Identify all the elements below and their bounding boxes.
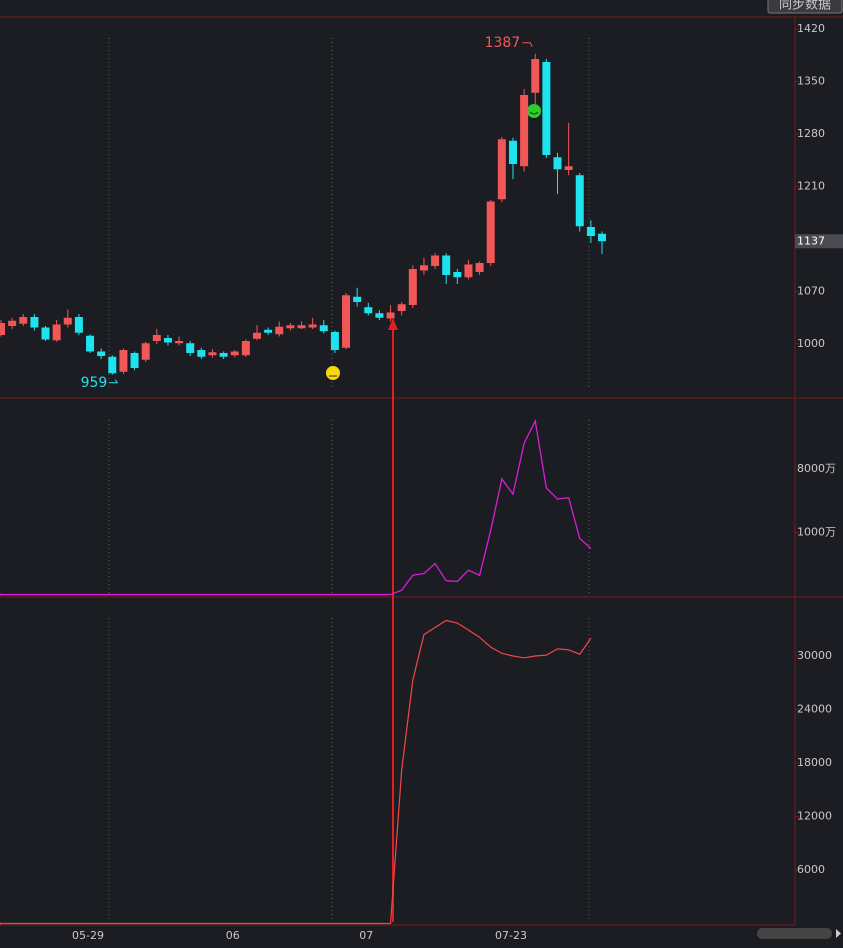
candle-body (408, 269, 417, 305)
y-tick-label: 1070 (797, 285, 825, 298)
candle-body (252, 332, 261, 339)
scroll-right[interactable] (836, 929, 841, 938)
candle-body (442, 255, 451, 275)
candle-body (74, 317, 83, 333)
candle-body (63, 317, 72, 325)
candle-body (186, 343, 195, 353)
candle-body (264, 329, 273, 333)
candle-body (241, 341, 250, 356)
candle-body (342, 295, 351, 348)
candle-body (208, 352, 217, 356)
candle-body (397, 304, 406, 311)
candle-body (531, 59, 540, 93)
x-tick-label: 07-23 (495, 929, 527, 942)
candle-body (130, 353, 139, 368)
candle-body (219, 353, 228, 357)
scrollbar[interactable] (757, 928, 832, 939)
y-tick-label: 24000 (797, 703, 832, 716)
candle-body (297, 325, 306, 329)
candle-body (97, 351, 106, 356)
last-price-box (795, 234, 843, 249)
candle-body (108, 356, 117, 374)
candle-body (163, 338, 172, 343)
candle-body (330, 332, 339, 350)
y-tick-label: 1000万 (797, 525, 836, 538)
neutral-icon (326, 366, 340, 380)
low-annotation-arrow (109, 379, 119, 384)
candle-body (508, 140, 517, 164)
candle-body (0, 323, 5, 335)
separators (108, 38, 590, 922)
candle-body (119, 350, 128, 372)
x-tick-label: 06 (226, 929, 240, 942)
candle-body (308, 324, 317, 328)
high-annotation: 1387 (485, 35, 521, 51)
candle-body (175, 341, 184, 344)
candle-body (375, 313, 384, 318)
candle-body (598, 233, 607, 242)
candle-body (152, 335, 161, 341)
last-price-label: 1137 (797, 234, 825, 247)
candle-body (575, 175, 584, 227)
y-tick-label: 1280 (797, 127, 825, 140)
candle-body (86, 335, 95, 352)
candle-body (353, 296, 362, 302)
candle-body (542, 62, 551, 155)
candle-body (197, 350, 206, 357)
candle-body (453, 272, 462, 278)
candle-body (8, 320, 17, 326)
candle-body (275, 326, 284, 335)
signal-arrow-head (388, 318, 398, 330)
y-tick-label: 8000万 (797, 462, 836, 475)
y-tick-label: 30000 (797, 649, 832, 662)
candle-body (431, 255, 440, 266)
high-annotation-arrow (522, 42, 533, 47)
y-tick-label: 1350 (797, 75, 825, 88)
y-tick-label: 1000 (797, 337, 825, 350)
candle-body (41, 327, 50, 340)
y-tick-label: 12000 (797, 809, 832, 822)
candle-body (419, 265, 428, 271)
y-tick-label: 18000 (797, 756, 832, 769)
candle-body (141, 343, 150, 360)
series-line (1, 418, 592, 596)
candle-body (486, 201, 495, 263)
candle-body (564, 166, 573, 170)
y-tick-label: 1210 (797, 180, 825, 193)
smile-icon-mouth (529, 111, 539, 115)
y-tick-label: 6000 (797, 863, 825, 876)
candle-body (497, 139, 506, 200)
candle-body (230, 351, 239, 356)
x-tick-label: 07 (359, 929, 373, 942)
candle-body (475, 263, 484, 272)
sync-button[interactable] (767, 0, 843, 14)
candle-body (52, 324, 61, 341)
sync-button-label[interactable]: 同步数据 (779, 0, 831, 13)
candle-body (364, 307, 373, 314)
low-annotation: 959 (81, 375, 108, 391)
candle-body (553, 157, 562, 170)
candle-body (319, 325, 328, 332)
y-tick-label: 1420 (797, 22, 825, 35)
candle-body (520, 95, 529, 167)
series-line (1, 619, 592, 925)
candle-body (386, 312, 395, 319)
candle-body (464, 264, 473, 278)
candle-body (586, 227, 595, 236)
candle-body (19, 317, 28, 324)
candle-body (30, 317, 39, 328)
smile-icon (527, 104, 541, 118)
candle-body (286, 325, 295, 329)
x-tick-label: 05-29 (72, 929, 104, 942)
